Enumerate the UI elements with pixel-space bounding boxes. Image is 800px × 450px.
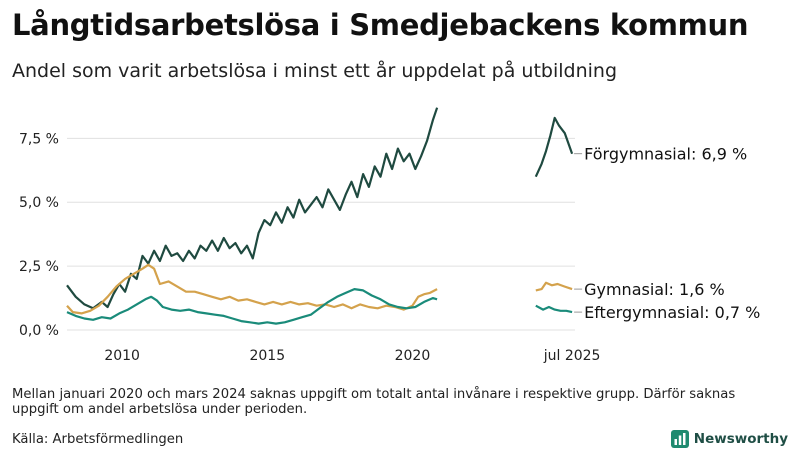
x-axis: 2010 2015 2020 jul 2025 [104,348,600,364]
x-tick-label: 2020 [395,348,431,364]
chart-title: Långtidsarbetslösa i Smedjebackens kommu… [12,8,749,42]
series-line-eftergymnasial [66,288,438,325]
y-tick-label: 0,0 % [19,323,59,339]
x-tick-label: jul 2025 [543,348,601,364]
footnote: Mellan januari 2020 och mars 2024 saknas… [12,387,736,417]
x-tick-label: 2010 [104,348,140,364]
y-tick-label: 5,0 % [19,195,59,211]
x-tick-label: 2015 [249,348,285,364]
series-line-förgymnasial [534,116,574,178]
end-label-eftergymnasial: Eftergymnasial: 0,7 % [584,303,760,322]
y-axis: 0,0 % 2,5 % 5,0 % 7,5 % [19,131,59,339]
series-line-förgymnasial [66,107,439,310]
chart-subtitle: Andel som varit arbetslösa i minst ett å… [12,60,618,82]
series-line-gymnasial [66,263,438,315]
source-text: Källa: Arbetsförmedlingen [12,432,184,447]
brand-logo: Newsworthy [670,430,788,448]
end-label-förgymnasial: Förgymnasial: 6,9 % [584,145,747,164]
newsworthy-logo-icon [670,430,689,448]
series-lines [66,107,574,325]
series-line-gymnasial [535,281,573,292]
end-label-gymnasial: Gymnasial: 1,6 % [584,280,725,299]
series-line-eftergymnasial [535,304,573,314]
series-end-labels: Förgymnasial: 6,9 % Gymnasial: 1,6 % Efter… [574,145,760,322]
y-tick-label: 7,5 % [19,131,59,147]
brand-name: Newsworthy [693,431,788,447]
y-tick-label: 2,5 % [19,259,59,275]
